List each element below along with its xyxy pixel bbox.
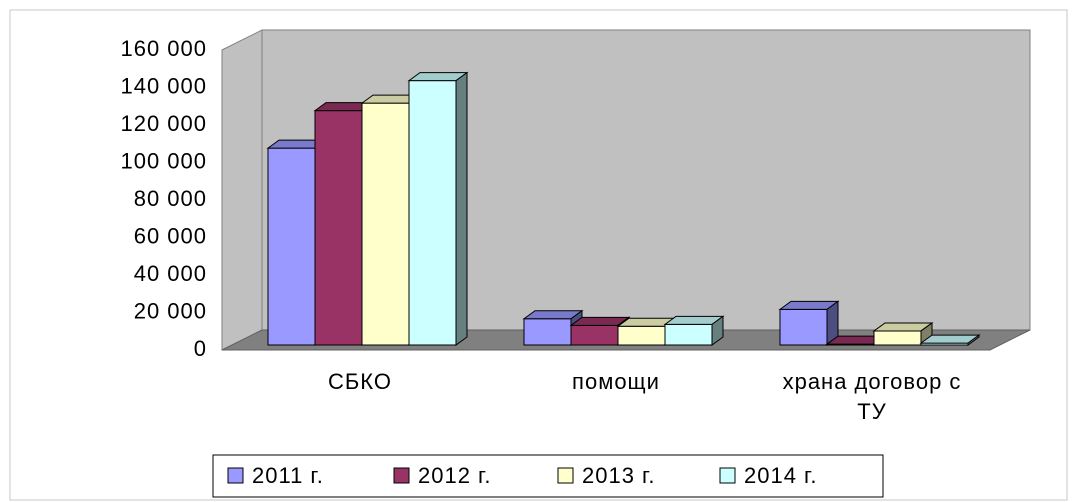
- y-tick-label: 120 000: [120, 111, 207, 136]
- bar-face: [455, 71, 468, 346]
- bar-face: [523, 318, 572, 346]
- y-tick-label: 160 000: [120, 36, 207, 61]
- x-tick-label: помощи: [572, 369, 660, 394]
- bar: [919, 334, 981, 346]
- legend-label: 2013 г.: [582, 463, 656, 488]
- y-tick-label: 40 000: [134, 261, 207, 286]
- bar-face: [967, 334, 980, 346]
- bar-face: [711, 315, 724, 346]
- bar: [872, 321, 934, 346]
- y-tick-label: 140 000: [120, 73, 207, 98]
- bar-face: [361, 102, 410, 346]
- legend-label: 2014 г.: [744, 463, 818, 488]
- legend: [212, 454, 884, 498]
- y-tick-label: 60 000: [134, 223, 207, 248]
- legend-label: 2012 г.: [418, 463, 492, 488]
- x-tick-label: храна договор с ТУ: [782, 369, 962, 424]
- y-tick-label: 100 000: [120, 148, 207, 173]
- bar-face: [570, 324, 619, 346]
- legend-swatch: [227, 467, 244, 484]
- y-tick-label: 20 000: [134, 298, 207, 323]
- bar-face: [408, 80, 457, 346]
- legend-swatch: [719, 467, 736, 484]
- legend-swatch: [393, 467, 410, 484]
- bar: [663, 315, 725, 346]
- x-tick-label: СБКО: [327, 369, 392, 394]
- bar-face: [779, 308, 828, 346]
- frame: [9, 9, 1068, 501]
- legend-swatch: [557, 467, 574, 484]
- bar-face: [664, 323, 713, 346]
- bar-face: [314, 110, 363, 346]
- bar: [407, 71, 469, 346]
- bar-face: [617, 325, 666, 346]
- bar: [569, 316, 631, 346]
- bar-face: [873, 330, 922, 346]
- bar-face: [267, 147, 316, 346]
- side-wall: [221, 29, 263, 351]
- y-tick-label: 0: [194, 336, 207, 361]
- y-tick-label: 80 000: [134, 186, 207, 211]
- bar: [778, 300, 840, 346]
- legend-label: 2011 г.: [252, 463, 324, 488]
